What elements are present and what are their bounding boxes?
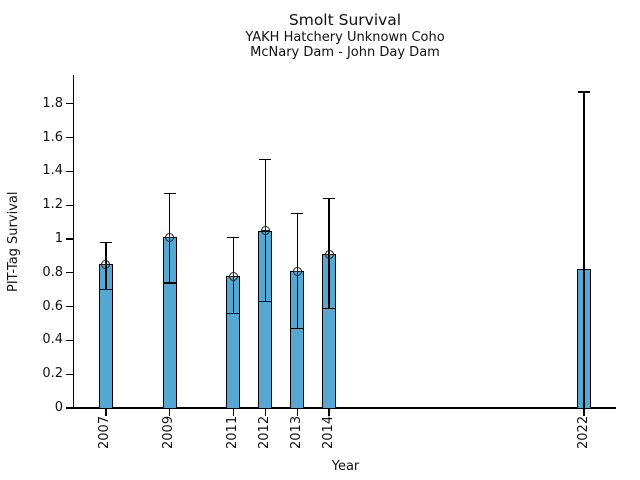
x-tick-label-2009: 2009 bbox=[161, 416, 177, 450]
x-tick-label-2011: 2011 bbox=[224, 416, 240, 450]
error-cap-top-2007 bbox=[99, 241, 112, 243]
error-cap-bottom-2007 bbox=[99, 289, 112, 291]
marker-cross-h-2009 bbox=[166, 236, 174, 238]
marker-cross-h-2012 bbox=[261, 229, 269, 232]
marker-cross-h-2011 bbox=[229, 275, 237, 277]
y-tick-1 bbox=[65, 238, 73, 240]
y-tick-label-1.6: 1.6 bbox=[42, 129, 63, 145]
y-tick-label-0.4: 0.4 bbox=[42, 332, 63, 348]
x-tick-2009 bbox=[168, 408, 171, 416]
y-tick-label-0.2: 0.2 bbox=[42, 366, 63, 382]
y-tick-label-0.8: 0.8 bbox=[42, 264, 63, 280]
marker-2013 bbox=[292, 266, 302, 276]
error-cap-bottom-2014 bbox=[323, 307, 336, 309]
chart-subtitle-line1: YAKH Hatchery Unknown Coho bbox=[245, 30, 445, 45]
y-tick-1.8 bbox=[65, 103, 73, 105]
x-tick-label-2013: 2013 bbox=[288, 416, 304, 450]
chart-subtitle-line2: McNary Dam - John Day Dam bbox=[250, 45, 440, 60]
marker-2007 bbox=[101, 259, 111, 269]
error-cap-top-2014 bbox=[323, 197, 336, 200]
x-axis-spine bbox=[72, 407, 616, 409]
marker-2009 bbox=[165, 232, 175, 242]
x-tick-2011 bbox=[232, 408, 235, 416]
y-tick-1.6 bbox=[65, 136, 73, 139]
error-cap-bottom-2011 bbox=[227, 312, 240, 314]
x-tick-2013 bbox=[296, 408, 298, 416]
error-bar-2022 bbox=[583, 91, 585, 408]
x-tick-label-2022: 2022 bbox=[575, 416, 591, 450]
error-cap-top-2009 bbox=[163, 192, 176, 194]
y-tick-label-0: 0 bbox=[54, 400, 63, 415]
marker-cross-h-2007 bbox=[102, 263, 110, 265]
y-tick-label-1.2: 1.2 bbox=[42, 197, 63, 213]
x-tick-label-2007: 2007 bbox=[97, 416, 113, 450]
marker-2011 bbox=[228, 271, 238, 281]
marker-2012 bbox=[260, 226, 270, 235]
y-tick-label-1.4: 1.4 bbox=[42, 163, 63, 179]
x-tick-2012 bbox=[264, 408, 266, 416]
marker-2014 bbox=[324, 249, 334, 259]
error-cap-top-2011 bbox=[227, 236, 240, 238]
error-cap-top-2022 bbox=[578, 91, 591, 93]
marker-cross-h-2013 bbox=[293, 270, 301, 272]
error-cap-top-2012 bbox=[259, 158, 272, 161]
chart-title: Smolt Survival bbox=[288, 11, 402, 29]
y-tick-0.8 bbox=[65, 272, 73, 274]
x-tick-2022 bbox=[583, 408, 585, 416]
chart-header: Smolt Survival YAKH Hatchery Unknown Coh… bbox=[74, 10, 616, 60]
x-tick-2014 bbox=[328, 408, 330, 416]
y-tick-0.4 bbox=[65, 339, 73, 342]
x-tick-label-2014: 2014 bbox=[320, 416, 336, 450]
y-tick-label-1: 1 bbox=[54, 230, 63, 246]
y-tick-0.6 bbox=[65, 305, 73, 308]
y-axis-spine bbox=[72, 75, 74, 410]
error-cap-bottom-2009 bbox=[163, 282, 176, 284]
y-tick-label-0.6: 0.6 bbox=[42, 298, 63, 314]
error-cap-bottom-2013 bbox=[291, 327, 304, 330]
error-cap-top-2013 bbox=[291, 212, 304, 215]
x-axis-label: Year bbox=[331, 459, 360, 474]
y-tick-label-1.8: 1.8 bbox=[42, 95, 63, 111]
x-tick-2007 bbox=[105, 408, 107, 416]
y-tick-0.2 bbox=[65, 373, 73, 375]
marker-cross-h-2014 bbox=[325, 253, 333, 255]
y-tick-1.4 bbox=[65, 170, 73, 172]
error-cap-bottom-2012 bbox=[259, 300, 272, 303]
x-tick-label-2012: 2012 bbox=[256, 416, 272, 450]
y-tick-0 bbox=[65, 407, 73, 409]
y-tick-1.2 bbox=[65, 204, 73, 206]
